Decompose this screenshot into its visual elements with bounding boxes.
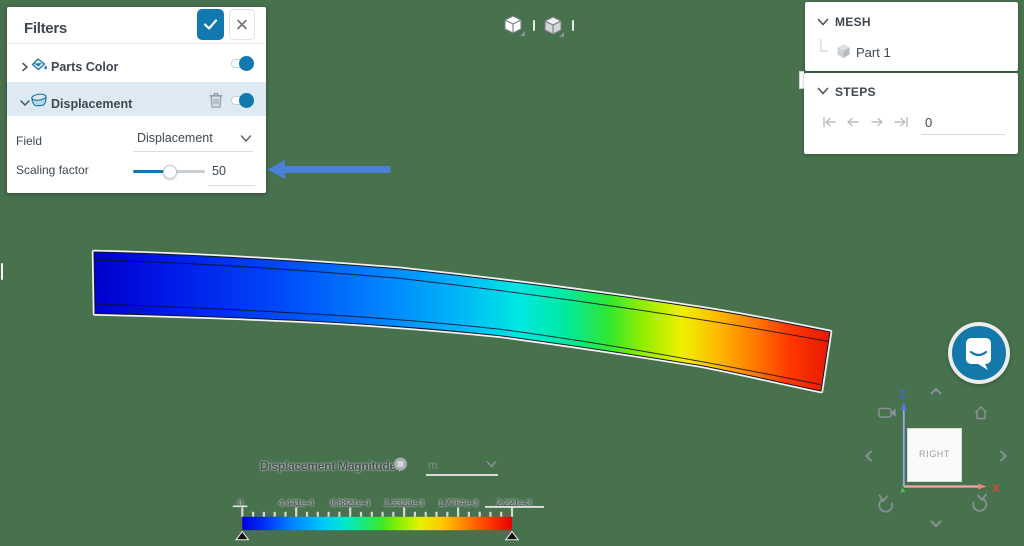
svg-text:1.3323e-3: 1.3323e-3: [384, 498, 424, 509]
svg-text:8.8821e-4: 8.8821e-4: [330, 498, 371, 509]
svg-text:4.441e-4: 4.441e-4: [278, 498, 314, 509]
svg-text:0: 0: [238, 498, 243, 509]
svg-text:1.7764e-3: 1.7764e-3: [438, 498, 478, 509]
svg-text:Z: Z: [899, 389, 906, 401]
svg-text:X: X: [992, 483, 1000, 495]
svg-text:2.221e-3: 2.221e-3: [496, 498, 531, 509]
